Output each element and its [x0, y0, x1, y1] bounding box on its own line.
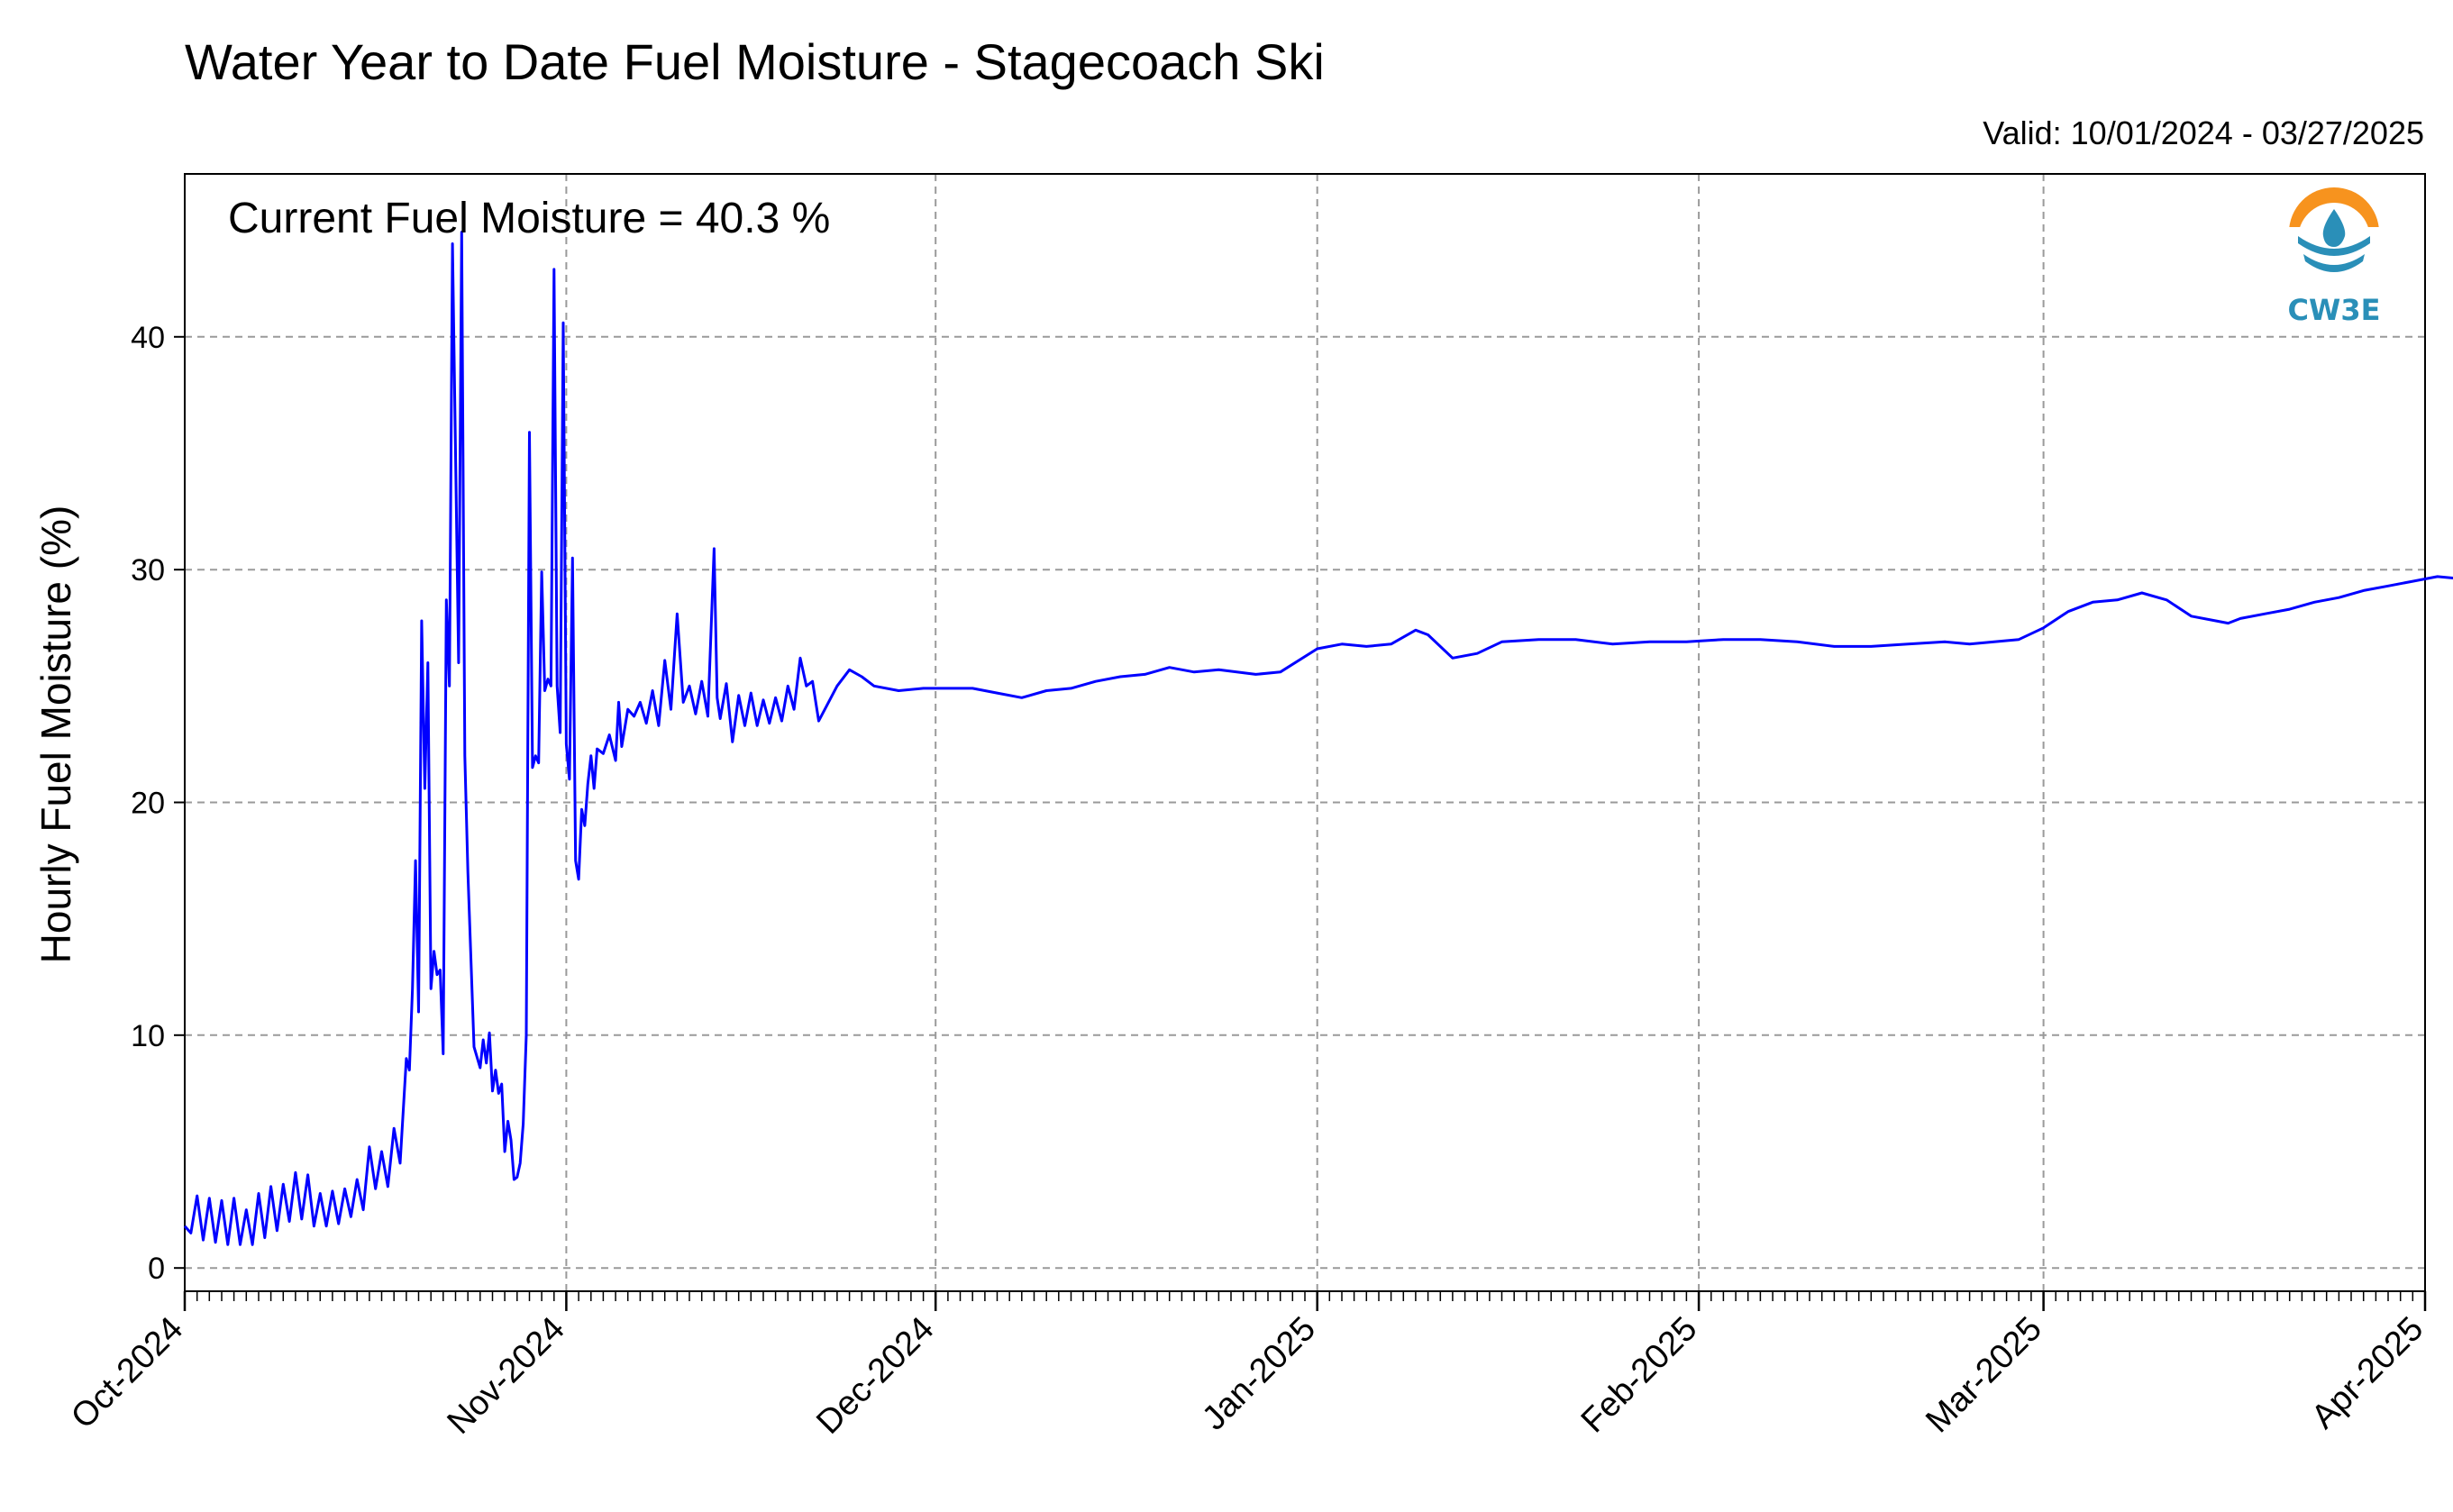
y-tick-label: 30 — [131, 553, 165, 587]
y-tick-label: 0 — [148, 1252, 165, 1286]
logo-drop-icon — [2322, 209, 2346, 247]
cw3e-logo: CW3E — [2287, 187, 2381, 327]
chart-title: Water Year to Date Fuel Moisture - Stage… — [185, 33, 1325, 90]
fuel-moisture-line — [183, 231, 2453, 1246]
logo-wave-icon — [2298, 236, 2370, 256]
y-axis-label: Hourly Fuel Moisture (%) — [32, 506, 79, 964]
y-tick-label: 20 — [131, 787, 165, 821]
logo-text: CW3E — [2288, 293, 2381, 327]
valid-date-range: Valid: 10/01/2024 - 03/27/2025 — [1983, 114, 2424, 151]
y-tick-label: 40 — [131, 321, 165, 355]
y-axis-ticks: 0 10 20 30 40 — [131, 321, 185, 1286]
y-tick-label: 10 — [131, 1019, 165, 1053]
current-fuel-moisture-annotation: Current Fuel Moisture = 40.3 % — [228, 195, 830, 242]
